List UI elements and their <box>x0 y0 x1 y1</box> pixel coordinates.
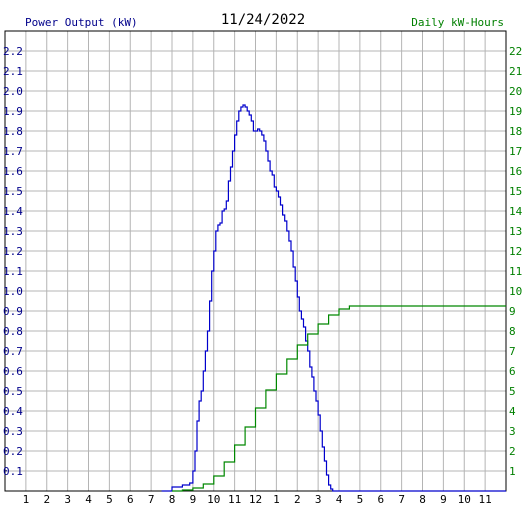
x-tick-label: 6 <box>377 493 384 506</box>
x-tick-label: 11 <box>228 493 241 506</box>
y-right-tick-label: 14 <box>509 205 523 218</box>
y-left-tick-label: 2.1 <box>3 65 23 78</box>
y-right-tick-label: 19 <box>509 105 522 118</box>
y-right-tick-label: 8 <box>509 325 516 338</box>
y-right-tick-label: 16 <box>509 165 522 178</box>
y-left-tick-label: 1.9 <box>3 105 23 118</box>
y-left-tick-label: 1.1 <box>3 265 23 278</box>
plot-border <box>4 30 507 492</box>
y-right-tick-label: 6 <box>509 365 516 378</box>
y-right-tick-label: 2 <box>509 445 516 458</box>
y-right-tick-label: 9 <box>509 305 516 318</box>
y-left-tick-label: 1.6 <box>3 165 23 178</box>
y-right-tick-label: 21 <box>509 65 522 78</box>
y-left-tick-label: 0.1 <box>3 465 23 478</box>
y-left-tick-label: 0.5 <box>3 385 23 398</box>
x-tick-label: 9 <box>440 493 447 506</box>
x-tick-label: 8 <box>419 493 426 506</box>
y-left-tick-label: 2.2 <box>3 45 23 58</box>
x-tick-label: 10 <box>207 493 220 506</box>
x-tick-label: 8 <box>169 493 176 506</box>
y-right-tick-label: 12 <box>509 245 522 258</box>
y-right-tick-label: 18 <box>509 125 522 138</box>
x-tick-label: 7 <box>398 493 405 506</box>
x-tick-label: 3 <box>64 493 71 506</box>
y-right-tick-label: 3 <box>509 425 516 438</box>
x-tick-label: 10 <box>458 493 471 506</box>
x-tick-label: 4 <box>85 493 92 506</box>
y-left-tick-label: 1.0 <box>3 285 23 298</box>
x-tick-label: 4 <box>336 493 343 506</box>
y-left-tick-label: 0.8 <box>3 325 23 338</box>
y-left-tick-label: 0.3 <box>3 425 23 438</box>
y-left-tick-label: 0.2 <box>3 445 23 458</box>
x-tick-label: 1 <box>273 493 280 506</box>
y-left-tick-label: 0.7 <box>3 345 23 358</box>
x-tick-label: 3 <box>315 493 322 506</box>
y-left-tick-label: 1.3 <box>3 225 23 238</box>
grid-lines <box>5 31 506 491</box>
x-tick-label: 5 <box>357 493 364 506</box>
y-left-tick-label: 0.9 <box>3 305 23 318</box>
x-tick-label: 9 <box>190 493 197 506</box>
y-right-tick-label: 5 <box>509 385 516 398</box>
y-right-tick-label: 11 <box>509 265 522 278</box>
y-right-tick-label: 15 <box>509 185 522 198</box>
x-tick-label: 11 <box>479 493 492 506</box>
y-right-axis-label: Daily kW-Hours <box>411 16 504 29</box>
chart-title-date: 11/24/2022 <box>221 12 305 28</box>
y-left-tick-label: 1.8 <box>3 125 23 138</box>
daily-kwh-line <box>172 305 506 492</box>
power-output-line <box>161 104 506 492</box>
y-right-tick-label: 1 <box>509 465 516 478</box>
y-right-tick-label: 13 <box>509 225 522 238</box>
y-left-tick-label: 2.0 <box>3 85 23 98</box>
y-left-tick-label: 1.7 <box>3 145 23 158</box>
y-right-tick-label: 22 <box>509 45 522 58</box>
x-tick-label: 2 <box>43 493 50 506</box>
x-tick-label: 2 <box>294 493 301 506</box>
y-right-tick-label: 20 <box>509 85 522 98</box>
y-left-tick-label: 1.5 <box>3 185 23 198</box>
x-tick-label: 6 <box>127 493 134 506</box>
y-left-tick-label: 1.4 <box>3 205 23 218</box>
x-tick-label: 7 <box>148 493 155 506</box>
y-right-tick-label: 17 <box>509 145 522 158</box>
x-tick-label: 5 <box>106 493 113 506</box>
series-layer <box>161 104 506 492</box>
y-left-tick-label: 0.4 <box>3 405 23 418</box>
y-left-axis-label: Power Output (kW) <box>25 16 138 29</box>
x-tick-label: 1 <box>23 493 30 506</box>
y-left-tick-label: 0.6 <box>3 365 23 378</box>
x-tick-label: 12 <box>249 493 262 506</box>
y-right-tick-label: 4 <box>509 405 516 418</box>
y-right-tick-label: 7 <box>509 345 516 358</box>
tick-labels: 1 2 3 4 5 6 7 8 9 10 11 12 1 2 3 4 5 6 7 8 9 10 110.10.20.30.4… <box>3 45 523 506</box>
y-right-tick-label: 10 <box>509 285 522 298</box>
y-left-tick-label: 1.2 <box>3 245 23 258</box>
